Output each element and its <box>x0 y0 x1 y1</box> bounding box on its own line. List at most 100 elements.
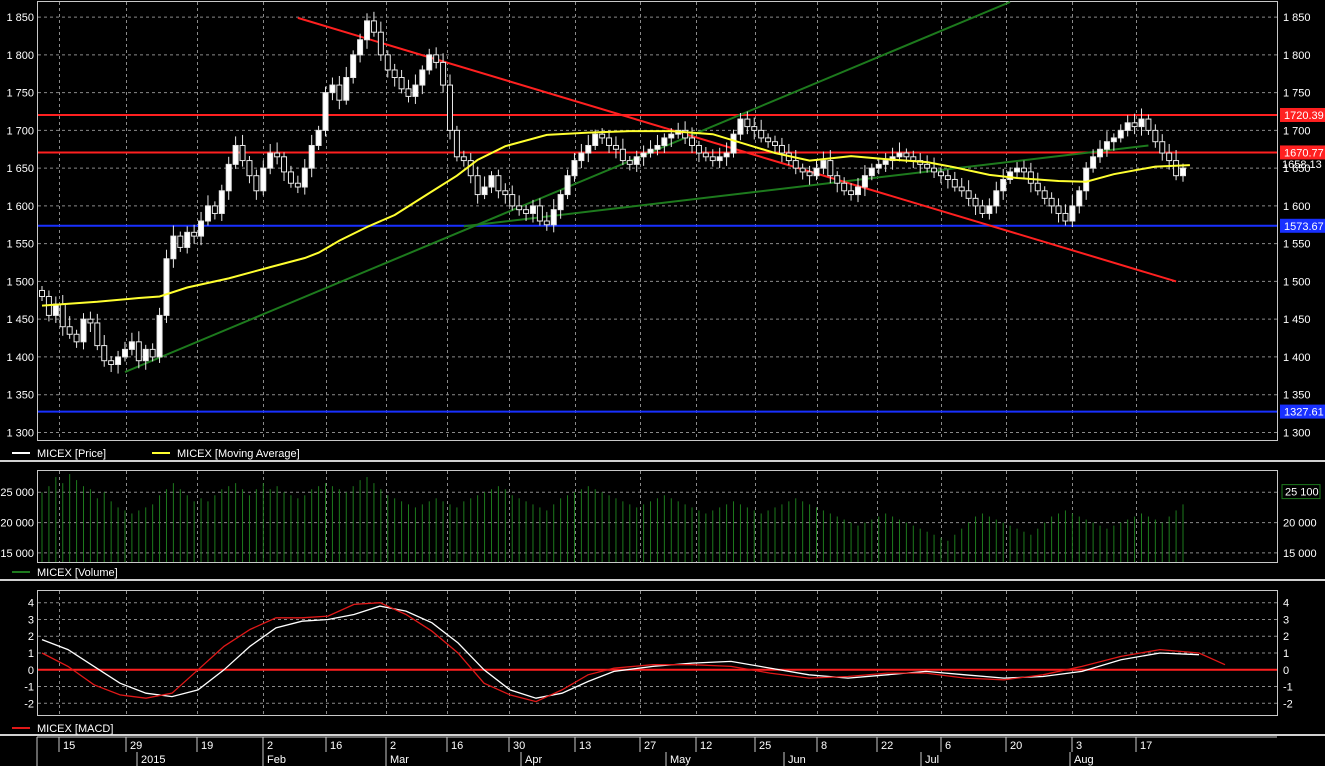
candle-body <box>806 171 813 177</box>
candle-body <box>481 186 488 196</box>
candle-body <box>198 220 205 237</box>
candle-body <box>689 137 696 146</box>
candle-body <box>121 348 128 358</box>
price-y-tick-right: 1 300 <box>1283 427 1311 439</box>
last-price-label: 1658.13 <box>1282 159 1322 171</box>
candle-body <box>1124 122 1131 131</box>
level-label-box <box>1280 404 1325 419</box>
candle-body <box>412 84 419 97</box>
candle-body <box>460 156 467 162</box>
candle-body <box>1027 171 1034 184</box>
macd-y-tick-left: -2 <box>24 698 34 710</box>
candle-body <box>370 20 377 33</box>
candle-body <box>1097 148 1104 158</box>
macd-panel: -2 -2 -1 -1 0 0 1 1 2 2 3 3 4 4 MICEX [MACD] <box>12 598 1293 735</box>
candle-body <box>218 190 225 214</box>
candle-body <box>1007 171 1014 180</box>
candle-body <box>633 156 640 165</box>
level-label: 1573.67 <box>1284 221 1324 233</box>
candle-body <box>668 133 675 139</box>
candle-body <box>128 341 135 350</box>
candle-body <box>1180 167 1186 177</box>
x-day-label: 16 <box>451 740 463 752</box>
candle-body <box>993 190 1000 207</box>
x-axis: 15 29 19 2 16 2 16 30 13 27 12 25 8 22 6 20 3 17 2015 Feb Ma… <box>36 736 1277 766</box>
candle-body <box>108 360 115 365</box>
price-y-tick-left: 1 500 <box>6 276 34 288</box>
candle-body <box>80 318 87 343</box>
candle-body <box>661 137 668 146</box>
candle-body <box>419 69 426 86</box>
candle-body <box>986 205 993 214</box>
x-day-label: 2 <box>267 740 273 752</box>
candle-body <box>647 148 654 154</box>
legend-label: MICEX [MACD] <box>37 723 113 735</box>
candle-body <box>246 160 253 177</box>
x-day-label: 19 <box>201 740 213 752</box>
candle-body <box>1083 167 1090 192</box>
x-month-label: Aug <box>1074 754 1094 766</box>
x-day-label: 8 <box>821 740 827 752</box>
volume-y-tick-left: 15 000 <box>0 548 34 560</box>
trend-line <box>463 144 1149 228</box>
price-y-tick-right: 1 700 <box>1283 125 1311 137</box>
candle-body <box>391 69 398 79</box>
candle-body <box>87 318 94 324</box>
macd-line <box>41 605 1200 699</box>
macd-y-tick-left: -1 <box>24 682 34 694</box>
candle-body <box>329 84 336 94</box>
candle-body <box>204 205 211 222</box>
x-day-label: 12 <box>700 740 712 752</box>
candle-body <box>1034 182 1041 192</box>
candle-body <box>211 205 218 214</box>
x-day-label: 20 <box>1010 740 1022 752</box>
candle-body <box>751 126 758 131</box>
candle-body <box>592 133 599 146</box>
candle-body <box>301 167 308 188</box>
x-day-label: 25 <box>759 740 771 752</box>
legend-label: MICEX [Volume] <box>37 567 118 579</box>
candle-body <box>827 160 834 177</box>
price-y-tick-right: 1 550 <box>1283 239 1311 251</box>
candle-body <box>267 152 274 169</box>
candle-body <box>440 61 447 86</box>
volume-y-tick-right: 15 000 <box>1283 548 1317 560</box>
candle-body <box>336 84 343 101</box>
candle-body <box>626 160 633 165</box>
candle-body <box>488 175 495 188</box>
candle-body <box>287 171 294 184</box>
x-month-label: Mar <box>390 754 409 766</box>
candle-body <box>170 235 177 260</box>
candle-body <box>861 175 868 188</box>
level-label-box <box>1280 107 1325 122</box>
candle-body <box>191 231 198 237</box>
candle-body <box>1159 141 1166 154</box>
x-day-label: 3 <box>1076 740 1082 752</box>
candle-body <box>772 141 779 146</box>
macd-panel-frame <box>37 590 1278 716</box>
candle-body <box>1041 190 1048 199</box>
candle-body <box>1055 205 1062 214</box>
candle-body <box>529 205 536 214</box>
macd-y-tick-left: 3 <box>28 614 34 626</box>
candle-body <box>682 129 689 139</box>
macd-y-tick-right: -1 <box>1283 682 1293 694</box>
candle-body <box>744 118 751 128</box>
candle-body <box>875 163 882 169</box>
candle-body <box>474 175 481 196</box>
price-y-tick-left: 1 650 <box>6 163 34 175</box>
candle-body <box>364 20 371 41</box>
candle-body <box>951 178 958 188</box>
candle-body <box>958 186 965 192</box>
candle-body <box>1076 190 1083 207</box>
candle-body <box>495 175 502 192</box>
candle-body <box>536 205 543 222</box>
candle-body <box>253 175 260 192</box>
x-month-label: Feb <box>267 754 286 766</box>
candle-body <box>66 326 73 335</box>
candle-body <box>1166 152 1173 162</box>
candle-body <box>101 345 108 362</box>
candle-body <box>232 144 239 165</box>
